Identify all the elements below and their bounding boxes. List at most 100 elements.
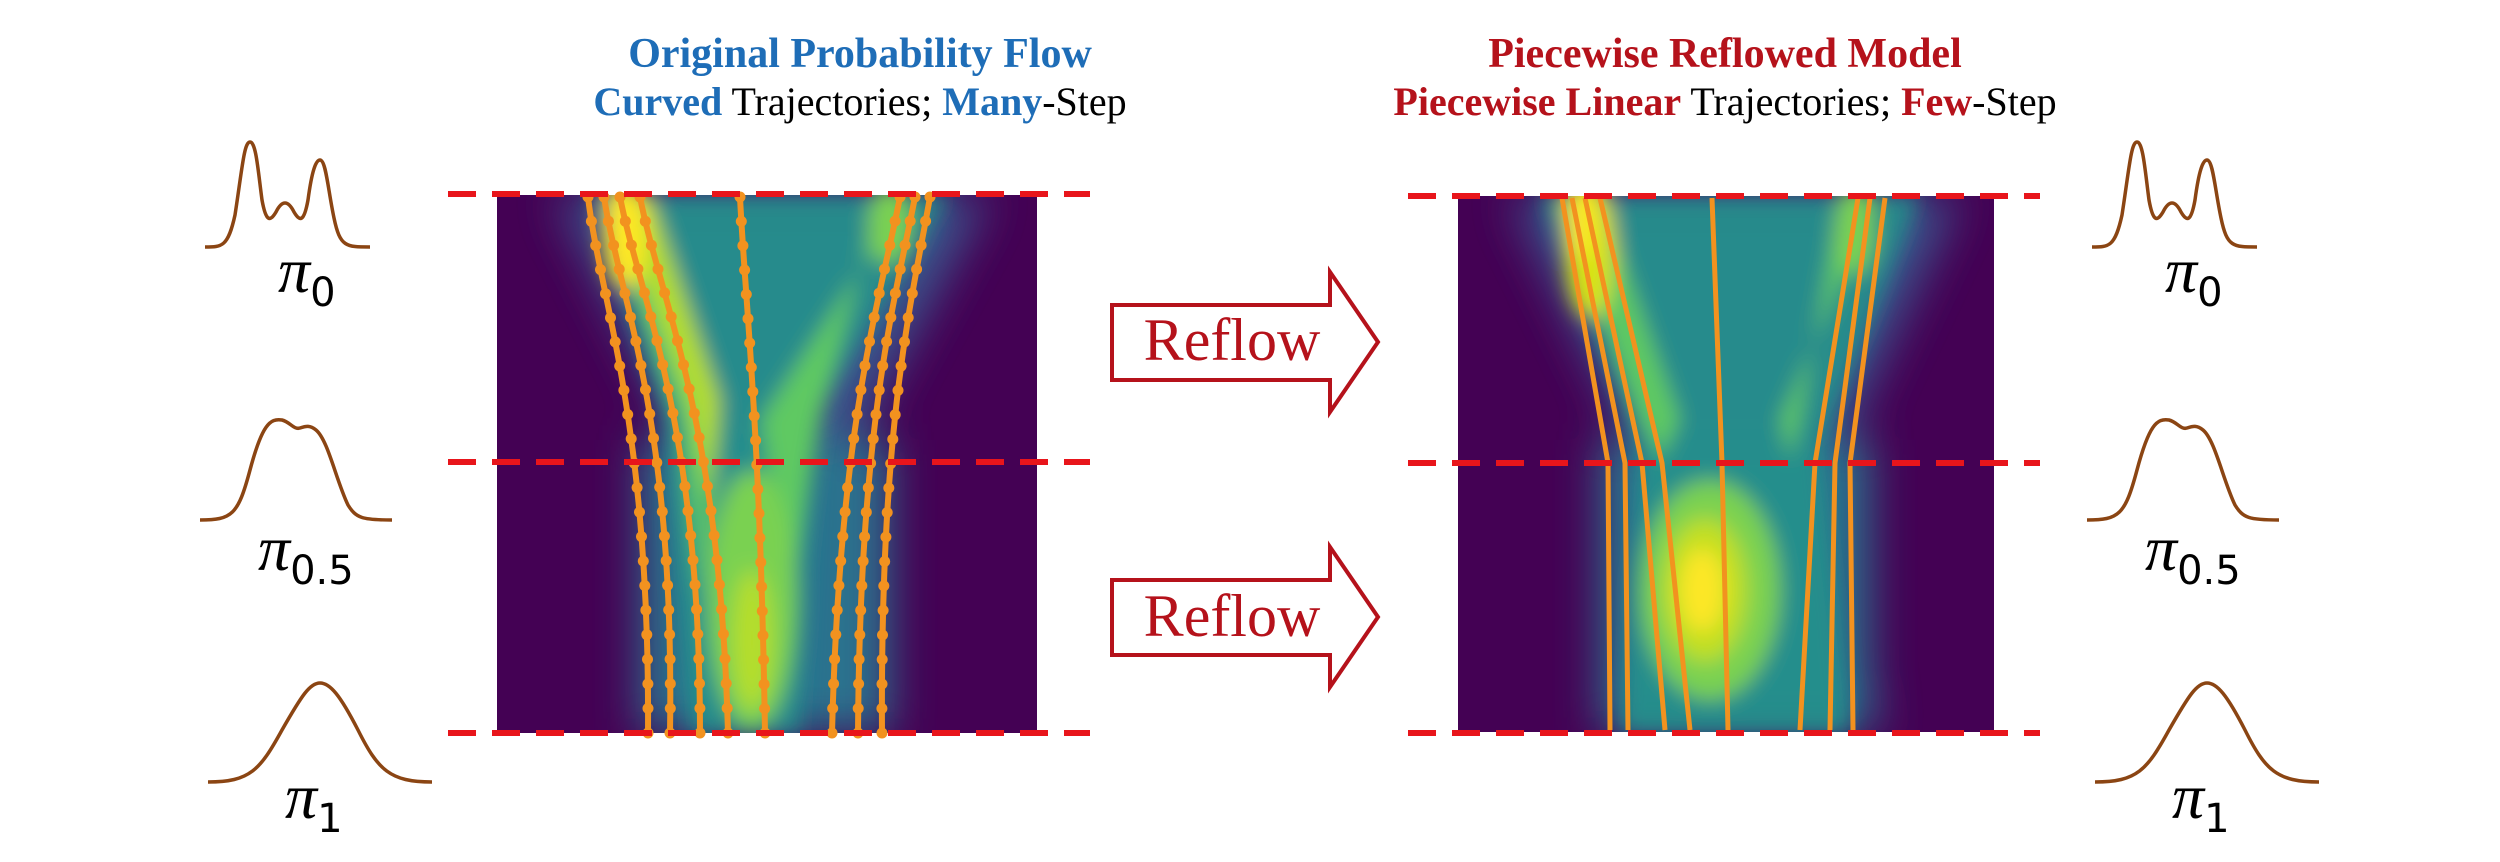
trajectory-step-dot <box>622 409 634 420</box>
trajectory-step-dot <box>651 457 663 469</box>
trajectory-step-dot <box>614 360 626 372</box>
trajectory-step-dot <box>878 580 890 592</box>
trajectory-step-dot <box>854 629 866 641</box>
trajectory-step-dot <box>892 384 904 396</box>
trajectory-step-dot <box>648 432 659 444</box>
left-subtitle-emph1: Curved <box>593 79 723 124</box>
trajectory-step-dot <box>716 603 728 615</box>
right-pi0-label: π0 <box>2165 235 2223 316</box>
right-subtitle-text1: Trajectories; <box>1681 79 1902 124</box>
right-header: Piecewise Reflowed Model Piecewise Linea… <box>1220 30 2230 125</box>
trajectory-step-dot <box>585 215 597 227</box>
trajectory-step-dot <box>719 653 731 665</box>
left-subtitle-text2: -Step <box>1042 79 1127 124</box>
trajectory-step-dot <box>899 239 911 251</box>
trajectory-step-dot <box>664 702 676 714</box>
trajectory-step-dot <box>828 678 840 690</box>
left-pi05-curve <box>199 417 393 522</box>
trajectory-step-dot <box>756 581 768 593</box>
right-subtitle: Piecewise Linear Trajectories; Few-Step <box>1220 78 2230 125</box>
trajectory-step-dot <box>837 530 849 542</box>
right-pi1-label: π1 <box>2172 761 2230 842</box>
right-subtitle-text2: -Step <box>1972 79 2057 124</box>
left-header: Original Probability Flow Curved Traject… <box>380 30 1340 125</box>
trajectory-step-dot <box>654 481 666 493</box>
trajectory-step-dot <box>877 360 889 372</box>
trajectory-step-dot <box>662 579 674 591</box>
trajectory-step-dot <box>618 384 630 396</box>
reflow-arrow-top: Reflow <box>1110 265 1381 419</box>
trajectory-step-dot <box>876 654 888 665</box>
right-pi05-label: π0.5 <box>2145 513 2241 594</box>
trajectory-step-dot <box>697 456 709 468</box>
trajectory-step-dot <box>711 554 723 566</box>
trajectory-step-dot <box>873 384 885 396</box>
trajectory-step-dot <box>614 191 626 203</box>
trajectory-step-dot <box>640 604 652 616</box>
trajectory-step-dot <box>605 312 616 324</box>
trajectory-step-dot <box>868 311 880 323</box>
trajectory-step-dot <box>685 530 697 541</box>
trajectory-step-dot <box>637 555 649 567</box>
trajectory-step-dot <box>689 579 701 591</box>
trajectory-step-dot <box>645 311 657 323</box>
trajectory-step-dot <box>656 506 668 518</box>
trajectory-step-dot <box>876 703 888 714</box>
right-pi05-curve <box>2086 417 2280 522</box>
reflow-arrow-bottom-label: Reflow <box>1144 583 1321 649</box>
trajectory-step-dot <box>613 263 625 275</box>
trajectory-step-dot <box>595 264 606 276</box>
left-heatmap <box>497 195 1037 733</box>
trajectory-step-dot <box>877 604 889 616</box>
left-pi0-label: π0 <box>278 235 336 316</box>
trajectory-step-dot <box>693 653 705 665</box>
trajectory-step-dot <box>694 678 705 689</box>
trajectory-step-dot <box>920 215 932 227</box>
left-pi1-label: π1 <box>285 761 343 842</box>
trajectory-step-dot <box>839 506 851 518</box>
trajectory-step-dot <box>860 506 872 518</box>
left-trajectory-dots <box>582 191 936 739</box>
trajectory-step-dot <box>688 407 700 419</box>
trajectory-step-dot <box>864 336 875 347</box>
trajectory-step-dot <box>859 531 871 543</box>
trajectory-step-dot <box>757 629 769 641</box>
trajectory-step-dot <box>830 629 842 641</box>
trajectory-step-dot <box>885 311 897 323</box>
trajectory-step-dot <box>889 409 901 421</box>
trajectory-step-dot <box>895 360 907 372</box>
right-subtitle-emph1: Piecewise Linear <box>1393 79 1682 124</box>
left-pi0-curve <box>204 140 371 249</box>
trajectory-step-dot <box>659 287 671 299</box>
trajectory-step-dot <box>855 604 867 616</box>
trajectory-step-dot <box>748 410 760 422</box>
right-trajectory-4 <box>1597 197 1693 731</box>
trajectory-step-dot <box>619 287 631 299</box>
trajectory-step-dot <box>632 263 644 275</box>
trajectory-step-dot <box>853 678 865 690</box>
trajectory-step-dot <box>915 239 927 251</box>
left-subtitle: Curved Trajectories; Many-Step <box>380 78 1340 125</box>
trajectory-step-dot <box>630 335 642 347</box>
trajectory-step-dot <box>880 531 892 543</box>
trajectory-step-dot <box>867 433 879 445</box>
trajectory-step-dot <box>625 239 637 251</box>
trajectory-step-dot <box>852 702 864 714</box>
trajectory-step-dot <box>862 482 874 494</box>
trajectory-step-dot <box>619 215 631 227</box>
trajectory-step-dot <box>663 604 675 616</box>
trajectory-step-dot <box>691 603 703 615</box>
reflow-arrow-bottom: Reflow <box>1110 540 1381 694</box>
trajectory-step-dot <box>658 530 670 542</box>
trajectory-step-dot <box>879 556 891 567</box>
trajectory-step-dot <box>682 505 694 517</box>
trajectory-step-dot <box>609 336 621 348</box>
trajectory-step-dot <box>857 555 869 567</box>
trajectory-step-dot <box>735 215 747 227</box>
reflow-arrow-top-shape <box>1110 265 1381 419</box>
trajectory-step-dot <box>641 629 653 641</box>
left-subtitle-text1: Trajectories; <box>722 79 943 124</box>
right-pi0-curve <box>2091 140 2258 249</box>
trajectory-step-dot <box>889 215 901 227</box>
